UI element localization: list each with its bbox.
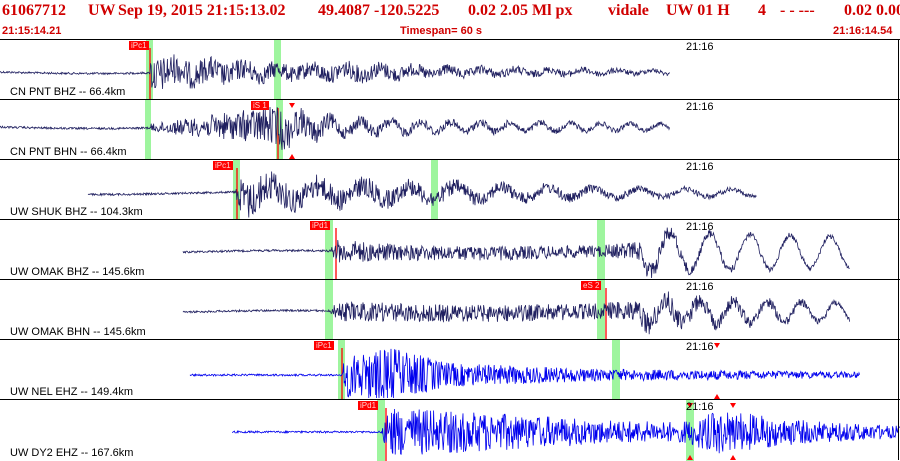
seismic-trace xyxy=(189,348,860,399)
timing-window xyxy=(377,400,385,461)
time-label: 21:16 xyxy=(686,401,714,413)
channel-label: CN PNT BHZ -- 66.4km xyxy=(10,86,126,98)
pick-flag[interactable]: iPc1 xyxy=(314,341,334,350)
marker-triangle-icon xyxy=(289,103,295,108)
pick-flag[interactable]: eS 2 xyxy=(581,281,602,290)
timing-window xyxy=(686,400,694,461)
pick-flag[interactable]: iPc1 xyxy=(129,41,149,50)
channel-label: UW DY2 EHZ -- 167.6km xyxy=(10,447,134,459)
marker-triangle-icon xyxy=(714,343,720,348)
start-time: 21:15:14.21 xyxy=(2,25,62,37)
author: vidale xyxy=(608,2,649,19)
waveform[interactable] xyxy=(0,100,900,160)
channel-label: UW OMAK BHN -- 145.6km xyxy=(10,326,146,338)
waveform[interactable] xyxy=(0,340,900,400)
channel-label: UW OMAK BHZ -- 145.6km xyxy=(10,266,145,278)
seismic-trace xyxy=(182,227,850,279)
source: UW 01 H xyxy=(666,2,730,19)
lat-lon: 49.4087 -120.5225 xyxy=(318,2,440,19)
waveform[interactable] xyxy=(0,400,900,461)
event-header: 61067712 UW Sep 19, 2015 21:15:13.02 49.… xyxy=(0,2,900,22)
time-label: 21:16 xyxy=(686,101,714,113)
timespan: Timespan= 60 s xyxy=(400,25,483,37)
channel-label: UW SHUK BHZ -- 104.3km xyxy=(10,206,143,218)
seismic-trace xyxy=(87,171,757,218)
pick-flag[interactable]: iS 1 xyxy=(251,101,269,110)
pick-flag[interactable]: iPd1 xyxy=(310,221,331,230)
channel-label: UW NEL EHZ -- 149.4km xyxy=(10,386,134,398)
marker-triangle-icon xyxy=(289,154,295,159)
waveform[interactable] xyxy=(0,220,900,280)
timing-window xyxy=(597,220,605,280)
marker-triangle-icon xyxy=(687,455,693,460)
timing-window xyxy=(274,40,281,100)
trace-panel[interactable]: eS 2 21:16 UW OMAK BHN -- 145.6km xyxy=(0,279,900,340)
marker-triangle-icon xyxy=(714,394,720,399)
network: UW xyxy=(88,2,116,19)
trace-panel[interactable]: iPd1 21:16 UW DY2 EHZ -- 167.6km xyxy=(0,399,900,461)
trace-panel[interactable]: iPc1 21:16 UW NEL EHZ -- 149.4km xyxy=(0,339,900,400)
count: 4 xyxy=(758,2,766,19)
trace-panel[interactable]: iPd1 21:16 UW OMAK BHZ -- 145.6km xyxy=(0,219,900,280)
seismogram-panels: iPc1 21:16 CN PNT BHZ -- 66.4km iS 1 21:… xyxy=(0,39,900,461)
marker-triangle-icon xyxy=(730,403,736,408)
time-label: 21:16 xyxy=(686,341,714,353)
seismic-trace xyxy=(0,106,670,150)
depth-magnitude: 0.02 2.05 Ml px xyxy=(468,2,573,19)
marker-triangle-icon xyxy=(687,403,693,408)
waveform[interactable] xyxy=(0,160,900,220)
time-label: 21:16 xyxy=(686,221,714,233)
waveform[interactable] xyxy=(0,40,900,100)
dashes: - - --- xyxy=(780,2,815,19)
waveform[interactable] xyxy=(0,280,900,340)
marker-triangle-icon xyxy=(730,455,736,460)
seismic-trace xyxy=(232,408,900,455)
time-label: 21:16 xyxy=(686,41,714,53)
end-time: 21:16:14.54 xyxy=(833,25,893,37)
seismic-trace xyxy=(0,54,670,90)
trace-panel[interactable]: iPc1 21:16 CN PNT BHZ -- 66.4km xyxy=(0,39,900,100)
pick-flag[interactable]: iPc1 xyxy=(213,161,233,170)
timing-window xyxy=(431,160,438,220)
timing-window xyxy=(325,220,333,280)
event-datetime: Sep 19, 2015 21:15:13.02 xyxy=(118,2,286,19)
time-range-bar: 21:15:14.21 Timespan= 60 s 21:16:14.54 xyxy=(0,25,900,39)
event-id: 61067712 xyxy=(2,2,66,19)
time-label: 21:16 xyxy=(686,281,714,293)
trace-panel[interactable]: iS 1 21:16 CN PNT BHN -- 66.4km xyxy=(0,99,900,160)
header-values: 0.02 0.00 xyxy=(844,2,900,19)
time-label: 21:16 xyxy=(686,161,714,173)
timing-window xyxy=(145,100,151,160)
channel-label: CN PNT BHN -- 66.4km xyxy=(10,146,127,158)
timing-window xyxy=(276,100,283,160)
trace-panel[interactable]: iPc1 21:16 UW SHUK BHZ -- 104.3km xyxy=(0,159,900,220)
seismic-trace xyxy=(182,291,850,335)
pick-flag[interactable]: iPd1 xyxy=(358,401,379,410)
